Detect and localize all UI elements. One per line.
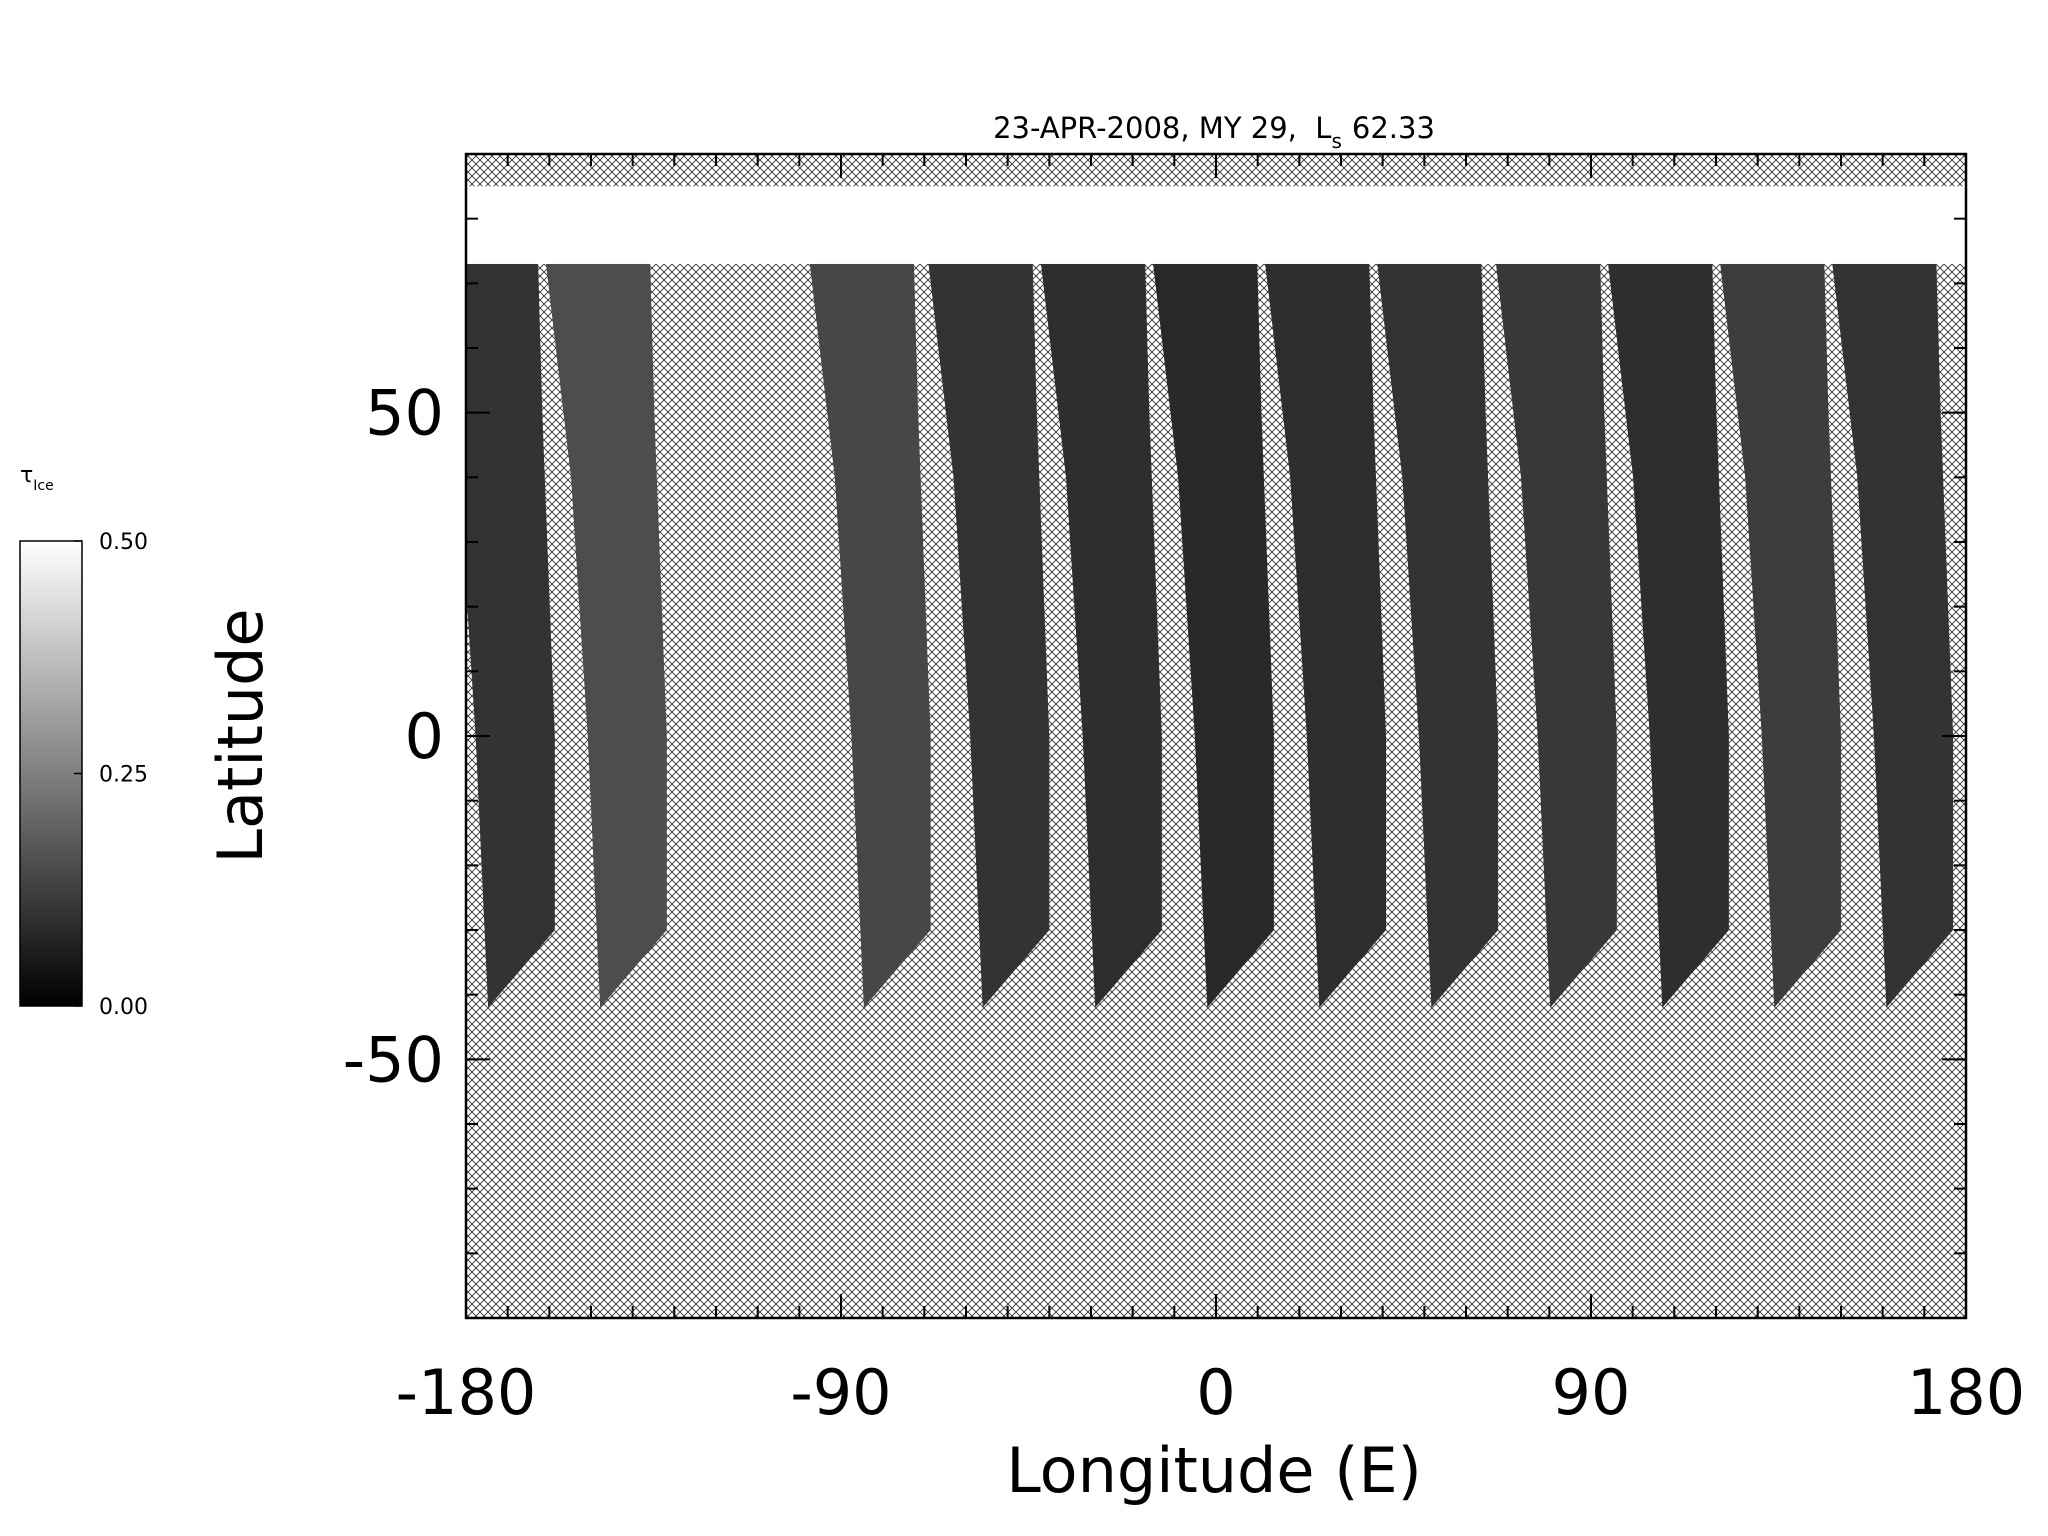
colorbar-tick-label: 0.00 — [99, 995, 148, 1020]
title-subscript: s — [1331, 129, 1341, 153]
x-tick-label: 90 — [1552, 1356, 1631, 1429]
x-tick-label: 0 — [1196, 1356, 1235, 1429]
swath — [1496, 263, 1617, 1008]
colorbar-label: τIce — [20, 463, 54, 494]
y-tick-label: -50 — [343, 1023, 444, 1096]
swath — [809, 263, 931, 1008]
swath — [1608, 263, 1729, 1008]
y-tick-label: 0 — [405, 700, 444, 773]
colorbar-label-subscript: Ice — [33, 478, 53, 494]
plot-area — [464, 152, 1968, 1320]
colorbar-tick-label: 0.25 — [99, 763, 148, 788]
colorbar-label-text: τ — [20, 463, 33, 488]
map-image — [466, 154, 1966, 1318]
swath — [546, 263, 667, 1008]
title-text: 23-APR-2008, MY 29, L — [993, 111, 1331, 145]
swath — [1720, 263, 1841, 1008]
swath — [1041, 263, 1162, 1008]
colorbar-tick-label: 0.50 — [99, 530, 148, 555]
x-tick-label: 180 — [1907, 1356, 2025, 1429]
x-tick-label: -90 — [790, 1356, 891, 1429]
swath — [466, 263, 555, 1008]
swath — [1265, 263, 1386, 1008]
colorbar — [19, 540, 83, 1007]
polar-cap — [466, 186, 1966, 264]
y-tick-label: 50 — [365, 377, 444, 450]
swath — [1832, 263, 1954, 1008]
x-tick-label: -180 — [396, 1356, 537, 1429]
swath — [1153, 263, 1274, 1008]
y-axis-label: Latitude — [204, 608, 277, 863]
swath — [1377, 263, 1499, 1008]
swath — [928, 263, 1050, 1008]
title-value: 62.33 — [1352, 111, 1435, 145]
x-axis-label: Longitude (E) — [1006, 1434, 1422, 1507]
chart-title: 23-APR-2008, MY 29, Ls 62.33 — [993, 111, 1435, 153]
